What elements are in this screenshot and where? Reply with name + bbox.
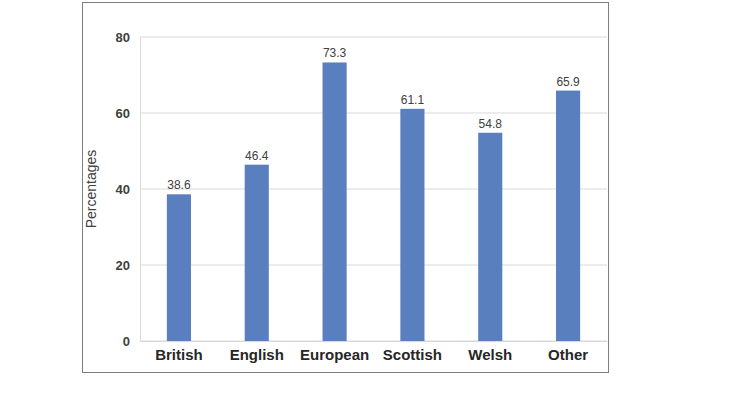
chart-frame [83, 3, 609, 373]
data-label: 54.8 [479, 117, 503, 131]
x-tick: British [155, 341, 203, 363]
x-tick-label: European [300, 346, 369, 363]
grid-line [140, 341, 607, 342]
bar [323, 62, 347, 341]
bar [167, 194, 191, 341]
y-tick-label: 0 [123, 334, 130, 349]
data-label: 46.4 [245, 149, 269, 163]
y-tick: 20 [116, 258, 140, 273]
data-label: 73.3 [323, 46, 347, 60]
bar [400, 109, 424, 341]
y-tick: 60 [116, 106, 140, 121]
y-tick-label: 60 [116, 106, 130, 121]
chart-svg: 0 20 40 60 80 British English European Scottish W… [0, 0, 754, 409]
y-tick-label: 40 [116, 182, 130, 197]
data-label: 65.9 [556, 75, 580, 89]
data-label: 38.6 [167, 178, 191, 192]
y-axis-title: Percentages [83, 150, 99, 229]
y-tick-label: 20 [116, 258, 130, 273]
bar [245, 165, 269, 341]
x-tick: Welsh [468, 341, 512, 363]
x-tick: Other [548, 341, 588, 363]
y-axis: 0 20 40 60 80 [116, 30, 141, 349]
y-tick: 40 [116, 182, 140, 197]
y-tick: 0 [123, 334, 140, 349]
x-tick: English [230, 341, 284, 363]
x-tick-label: English [230, 346, 284, 363]
y-axis-line [140, 38, 141, 342]
bar [478, 133, 502, 341]
y-tick: 80 [116, 30, 140, 45]
data-label: 61.1 [401, 93, 425, 107]
x-tick-label: Welsh [468, 346, 512, 363]
x-tick-label: Other [548, 346, 588, 363]
x-axis-line [141, 341, 608, 342]
bars [167, 62, 580, 341]
x-axis: British English European Scottish Welsh Other [141, 341, 608, 363]
bar [556, 91, 580, 341]
grid [140, 37, 607, 341]
grid-line [140, 113, 607, 114]
x-tick-label: Scottish [383, 346, 442, 363]
data-labels: 38.6 46.4 73.3 61.1 54.8 65.9 [167, 46, 580, 192]
y-tick-label: 80 [116, 30, 130, 45]
x-tick: Scottish [383, 341, 442, 363]
grid-line [140, 189, 607, 190]
grid-line [140, 37, 607, 38]
x-tick: European [300, 341, 369, 363]
grid-line [140, 265, 607, 266]
x-tick-label: British [155, 346, 203, 363]
